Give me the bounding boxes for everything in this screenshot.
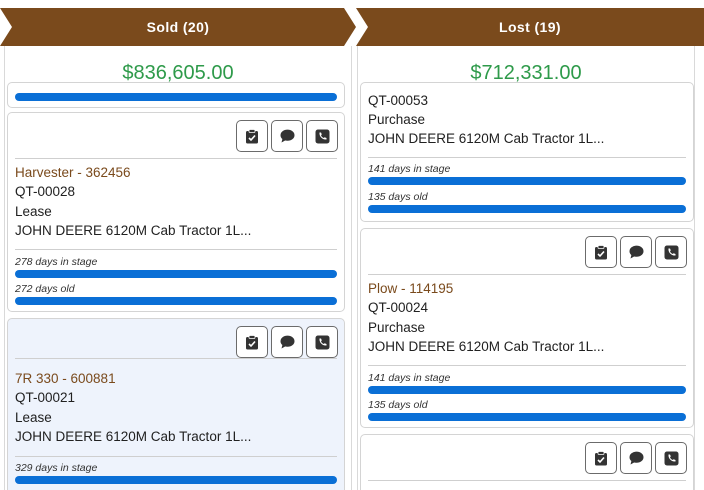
card-actions [585,236,687,268]
days-old: 135 days old [368,191,428,203]
deal-type: Lease [15,204,52,219]
message-button[interactable] [271,120,303,152]
column-body-lost[interactable]: $712,331.00 QT-00053 Purchase JOHN DEERE… [357,46,695,490]
days-in-stage: 141 days in stage [368,372,451,384]
deal-card[interactable]: QT-00053 Purchase JOHN DEERE 6120M Cab T… [360,82,694,222]
days-in-stage: 329 days in stage [15,462,98,474]
task-button[interactable] [585,236,617,268]
stage-progress-bar [15,270,337,278]
chat-bubble-icon [280,129,294,143]
call-button[interactable] [306,120,338,152]
message-button[interactable] [271,326,303,358]
deal-card[interactable]: Harvester - 362456 QT-00028 Lease JOHN D… [7,112,345,312]
stage-progress-bar [368,177,686,185]
column-body-sold[interactable]: $836,605.00 Ha [4,46,352,490]
product-description: JOHN DEERE 6120M Cab Tractor 1L... [368,131,605,146]
card-divider [368,157,686,158]
column-lost: Lost (19) $712,331.00 QT-00053 Purchase … [356,8,704,490]
card-divider [368,480,686,481]
call-button[interactable] [306,326,338,358]
card-divider [368,274,686,275]
clipboard-check-icon [595,450,607,465]
deal-name-link[interactable]: Harvester - 362456 [15,165,131,180]
clipboard-check-icon [246,334,258,349]
card-actions [236,326,338,358]
phone-icon [664,451,678,465]
age-progress-bar [368,205,686,213]
days-old: 135 days old [368,399,428,411]
deal-card[interactable]: Plow - 114195 QT-00024 Purchase JOHN DEE… [360,228,694,428]
column-header-sold[interactable]: Sold (20) [0,8,356,46]
column-total-lost: $712,331.00 [470,62,582,84]
column-sold: Sold (20) $836,605.00 [0,8,356,490]
task-button[interactable] [236,326,268,358]
deal-card[interactable] [360,434,694,490]
phone-icon [315,335,329,349]
top-strip [0,0,704,8]
message-button[interactable] [620,442,652,474]
product-description: JOHN DEERE 6120M Cab Tractor 1L... [368,339,605,354]
card-divider [368,365,686,366]
deal-type: Lease [15,410,52,425]
column-title-sold: Sold (20) [146,19,210,35]
stage-progress-bar [368,386,686,394]
chat-bubble-icon [629,245,643,259]
deal-type: Purchase [368,320,426,335]
stage-progress-bar [15,476,337,484]
call-button[interactable] [655,442,687,474]
card-divider [15,358,337,359]
phone-icon [664,245,678,259]
card-divider [15,249,337,250]
quote-number: QT-00053 [368,93,429,108]
quote-number: QT-00021 [15,390,76,405]
deal-type: Purchase [368,112,426,127]
chevron-header-shape [0,8,356,46]
column-total-sold: $836,605.00 [122,62,234,84]
days-in-stage: 141 days in stage [368,163,451,175]
age-progress-bar [15,93,337,101]
age-progress-bar [368,413,686,421]
product-description: JOHN DEERE 6120M Cab Tractor 1L... [15,429,252,444]
age-progress-bar [15,297,337,305]
clipboard-check-icon [595,244,607,259]
deal-name-link[interactable]: 7R 330 - 600881 [15,371,116,386]
message-button[interactable] [620,236,652,268]
call-button[interactable] [655,236,687,268]
chat-bubble-icon [280,335,294,349]
quote-number: QT-00024 [368,300,429,315]
card-divider [15,456,337,457]
card-actions [585,442,687,474]
clipboard-check-icon [246,128,258,143]
task-button[interactable] [585,442,617,474]
phone-icon [315,129,329,143]
days-old: 272 days old [15,283,75,295]
quote-number: QT-00028 [15,184,76,199]
deal-card[interactable]: 7R 330 - 600881 QT-00021 Lease JOHN DEER… [7,318,345,490]
column-header-lost[interactable]: Lost (19) [356,8,704,46]
chevron-header-shape [356,8,704,46]
column-title-lost: Lost (19) [499,19,561,35]
card-divider [15,158,337,159]
chat-bubble-icon [629,451,643,465]
card-actions [236,120,338,152]
task-button[interactable] [236,120,268,152]
days-in-stage: 278 days in stage [15,256,98,268]
product-description: JOHN DEERE 6120M Cab Tractor 1L... [15,223,252,238]
deal-card[interactable] [7,82,345,108]
deal-name-link[interactable]: Plow - 114195 [368,281,454,296]
